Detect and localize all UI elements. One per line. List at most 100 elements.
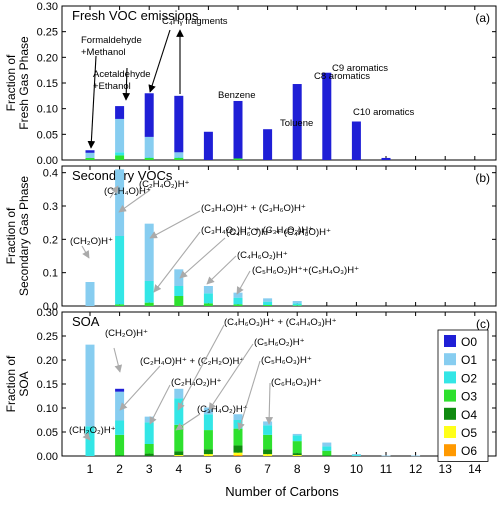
y-tick-label: 0.00	[37, 155, 58, 167]
bar-O0-c4	[174, 95, 184, 153]
y-axis-title: Secondary Gas Phase	[17, 176, 31, 296]
legend-swatch-O6	[444, 444, 456, 457]
annotation-arrow	[237, 360, 261, 431]
bar-O3-c4	[174, 157, 184, 160]
x-tick-label: 9	[323, 462, 330, 476]
bar-O0-c8	[292, 84, 302, 160]
annotation-label: (C₂H₄O₂)H⁺	[171, 377, 222, 388]
bar-O0-c2	[115, 106, 125, 119]
bar-O3-c4	[174, 424, 184, 452]
x-tick-label: 5	[205, 462, 212, 476]
bar-O5-c4	[174, 455, 184, 456]
legend-label: O1	[461, 353, 477, 367]
bar-O5-c7	[263, 454, 273, 456]
bar-O1-c11	[381, 455, 391, 457]
annotation-label: +Ethanol	[93, 81, 131, 92]
annotation-arrow	[148, 29, 171, 93]
bar-O1-c1	[85, 282, 95, 306]
bar-O4-c8	[292, 453, 302, 456]
y-tick-label: 0.20	[37, 52, 58, 64]
bar-O1-c3	[144, 136, 154, 158]
bar-O2-c9	[322, 446, 332, 451]
bar-O1-c6	[233, 292, 243, 298]
bar-O3-c2	[115, 304, 125, 306]
bar-O2-c3	[144, 422, 154, 444]
bar-O1-c1	[85, 344, 95, 427]
annotation-arrow	[81, 245, 90, 259]
bar-O4-c5	[203, 449, 213, 455]
bar-O3-c3	[144, 444, 154, 454]
x-tick-label: 8	[294, 462, 301, 476]
bar-O2-c7	[263, 425, 273, 435]
annotation-label: Acetaldehyde	[93, 69, 151, 80]
annotation-label: (CH₂O)H⁺	[70, 236, 113, 247]
bar-O0-c6	[233, 100, 243, 159]
y-axis-title: SOA	[17, 371, 31, 396]
annotation-arrow	[87, 55, 97, 149]
bar-O5-c6	[233, 452, 243, 456]
bar-O1-c6	[233, 414, 243, 420]
annotation-label: (C₅H₆O₃)H⁺	[261, 355, 312, 366]
bar-O3-c3	[144, 157, 154, 160]
legend-label: O5	[461, 426, 477, 440]
annotation-arrow	[113, 347, 123, 373]
y-tick-label: 0.10	[37, 104, 58, 116]
x-tick-label: 7	[264, 462, 271, 476]
y-tick-label: 0.15	[37, 78, 58, 90]
y-tick-label: 0.10	[37, 403, 58, 415]
bar-O2-c2	[115, 420, 125, 435]
y-tick-label: 0.3	[43, 201, 58, 213]
y-tick-label: 0.30	[37, 307, 58, 319]
legend-swatch-O2	[444, 371, 456, 384]
x-axis-title: Number of Carbons	[225, 484, 339, 499]
x-tick-label: 6	[235, 462, 242, 476]
bar-O1-c10	[351, 454, 361, 456]
annotation-label: (C₄H₆O₃)H⁺ + (C₄H₄O₃)H⁺	[224, 317, 337, 328]
bar-O2-c4	[174, 398, 184, 425]
bar-O1-c4	[174, 269, 184, 286]
bar-O1-c7	[263, 421, 273, 426]
bar-O2-c5	[203, 414, 213, 431]
panel-title: SOA	[72, 314, 100, 329]
y-tick-label: 0.0	[43, 301, 58, 313]
bar-O2-c5	[203, 293, 213, 304]
legend-swatch-O0	[444, 335, 456, 347]
bar-O0-c2	[115, 388, 125, 392]
bar-O4-c9	[322, 455, 332, 457]
y-tick-label: 0.15	[37, 379, 58, 391]
annotation-label: C8 aromatics	[314, 71, 370, 82]
annotation-label: (C₅H₆O₂)H⁺+(C₅H₄O₃)H⁺	[252, 265, 359, 276]
bar-O3-c1	[85, 157, 95, 160]
bar-O2-c2	[115, 152, 125, 156]
bar-O1-c5	[203, 286, 213, 294]
bar-O3-c8	[292, 305, 302, 306]
bar-O1-c9	[322, 442, 332, 447]
y-tick-label: 0.20	[37, 355, 58, 367]
annotation-arrow	[179, 237, 226, 279]
bar-O2-c3	[144, 281, 154, 303]
panel-b: 0.0 0.1 0.2 0.3 0.4 Fraction of Secondary Gas …	[4, 165, 497, 313]
annotation-label: (C₃H₄O₂)H⁺ + (C₃H₆O₂)H⁺	[201, 225, 313, 236]
y-tick-label: 0.05	[37, 129, 58, 141]
bar-O3-c2	[115, 155, 125, 160]
bar-O2-c7	[263, 301, 273, 305]
bar-O1-c4	[174, 388, 184, 399]
annotation-label: (C₃H₄O)H⁺ + (C₃H₆O)H⁺	[201, 203, 306, 214]
bar-O1-c2	[115, 118, 125, 153]
y-tick-label: 0.4	[43, 168, 58, 180]
bar-O0-c10	[351, 121, 361, 160]
y-tick-label: 0.05	[37, 427, 58, 439]
legend-label: O2	[461, 371, 477, 385]
annotation-label: Benzene	[218, 90, 256, 101]
legend: O0 O1 O2 O3 O4 O5 O6	[437, 329, 489, 462]
panel-title: Fresh VOC emissions	[72, 8, 199, 23]
annotation-label: (C₃H₄O₂)H⁺	[197, 404, 248, 415]
bar-O2-c8	[292, 303, 302, 306]
legend-label: O3	[461, 390, 477, 404]
bar-O1-c4	[174, 152, 184, 158]
x-tick-label: 3	[146, 462, 153, 476]
legend-swatch-O3	[444, 389, 456, 402]
bar-O4-c4	[174, 451, 184, 456]
